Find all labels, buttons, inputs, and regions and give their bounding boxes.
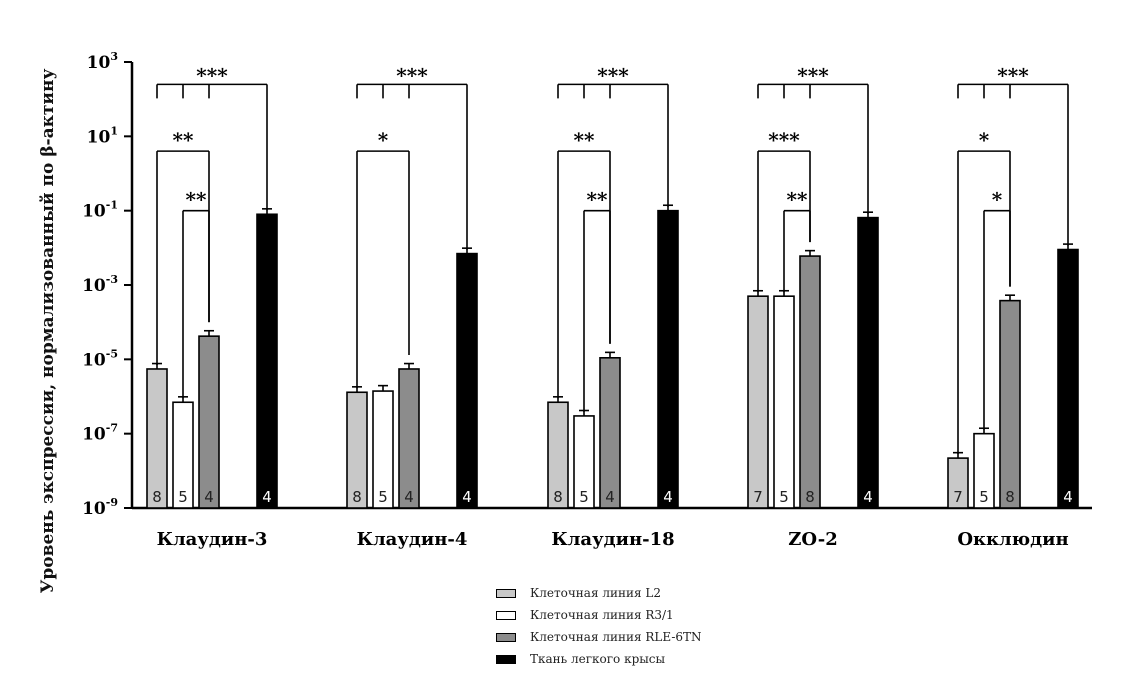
y-tick-label-6: 103 (87, 50, 118, 73)
bar-3-3 (857, 216, 879, 509)
y-tick-label-4: 10-1 (82, 199, 118, 222)
y-tick-label-0: 10-9 (82, 496, 118, 519)
y-axis-label: Уровень экспрессии, нормализованный по β… (38, 68, 58, 594)
sig-4-2-label: * (992, 188, 1003, 212)
legend-item-lung-tissue: Ткань легкого крысы (496, 648, 702, 670)
bar-n-label-3-3: 4 (863, 488, 873, 506)
bar-2-3 (657, 209, 679, 509)
sig-2-1-label: ** (574, 128, 595, 152)
legend-item-l2: Клеточная линия L2 (496, 582, 702, 604)
legend-swatch-r31 (496, 610, 516, 620)
bar-4-3 (1057, 248, 1079, 509)
x-tick-label-1: Клаудин-4 (357, 529, 468, 550)
bar-0-3 (256, 213, 278, 509)
sig-3-1-label: *** (768, 128, 800, 152)
bar-2-2 (599, 356, 621, 509)
legend-label-lung-tissue: Ткань легкого крысы (530, 652, 666, 666)
x-tick-label-0: Клаудин-3 (157, 529, 268, 550)
bar-n-label-3-0: 7 (753, 488, 763, 506)
bar-n-label-1-2: 4 (404, 488, 414, 506)
sig-4-1-label: * (979, 128, 990, 152)
legend-swatch-rle6tn (496, 632, 516, 642)
legend: Клеточная линия L2 Клеточная линия R3/1 … (496, 582, 702, 670)
sig-4-0-label: *** (997, 63, 1029, 87)
x-tick-label-2: Клаудин-18 (551, 529, 674, 550)
bar-n-label-2-1: 5 (579, 488, 589, 506)
sig-1-0-label: *** (396, 63, 428, 87)
bar-n-label-3-2: 8 (805, 488, 815, 506)
bar-0-2 (198, 335, 220, 509)
bar-n-label-0-1: 5 (178, 488, 188, 506)
bar-n-label-4-2: 8 (1005, 488, 1015, 506)
bar-3-2 (799, 255, 821, 509)
bar-3-0 (747, 295, 769, 509)
sig-3-0-label: *** (797, 63, 829, 87)
sig-3-2-label: ** (787, 188, 808, 212)
sig-1-1-label: * (378, 128, 389, 152)
sig-0-0-label: *** (196, 63, 228, 87)
sig-2-2-label: ** (587, 188, 608, 212)
bar-n-label-2-2: 4 (605, 488, 615, 506)
bar-n-label-3-1: 5 (779, 488, 789, 506)
bar-n-label-4-3: 4 (1063, 488, 1073, 506)
bar-n-label-0-3: 4 (262, 488, 272, 506)
bar-4-2 (999, 299, 1021, 509)
x-tick-label-3: ZO-2 (788, 529, 837, 550)
legend-label-l2: Клеточная линия L2 (530, 586, 661, 600)
legend-item-r31: Клеточная линия R3/1 (496, 604, 702, 626)
sig-2-0-label: *** (597, 63, 629, 87)
legend-label-rle6tn: Клеточная линия RLE-6TN (530, 630, 702, 644)
legend-item-rle6tn: Клеточная линия RLE-6TN (496, 626, 702, 648)
bar-n-label-4-0: 7 (953, 488, 963, 506)
bar-n-label-2-0: 8 (553, 488, 563, 506)
legend-swatch-l2 (496, 588, 516, 598)
y-tick-label-3: 10-3 (82, 273, 118, 296)
bar-n-label-1-0: 8 (352, 488, 362, 506)
y-tick-label-2: 10-5 (82, 347, 118, 370)
x-tick-label-4: Окклюдин (957, 529, 1068, 550)
sig-0-1-label: ** (173, 128, 194, 152)
bar-n-label-2-3: 4 (663, 488, 673, 506)
y-tick-label-1: 10-7 (82, 422, 118, 445)
y-tick-label-5: 101 (87, 124, 118, 147)
bar-n-label-4-1: 5 (979, 488, 989, 506)
bar-n-label-0-2: 4 (204, 488, 214, 506)
sig-0-2-label: ** (186, 188, 207, 212)
bar-1-3 (456, 252, 478, 509)
bar-3-1 (773, 295, 795, 509)
bar-n-label-1-3: 4 (462, 488, 472, 506)
legend-swatch-lung-tissue (496, 654, 516, 664)
legend-label-r31: Клеточная линия R3/1 (530, 608, 674, 622)
bar-n-label-1-1: 5 (378, 488, 388, 506)
bar-n-label-0-0: 8 (152, 488, 162, 506)
